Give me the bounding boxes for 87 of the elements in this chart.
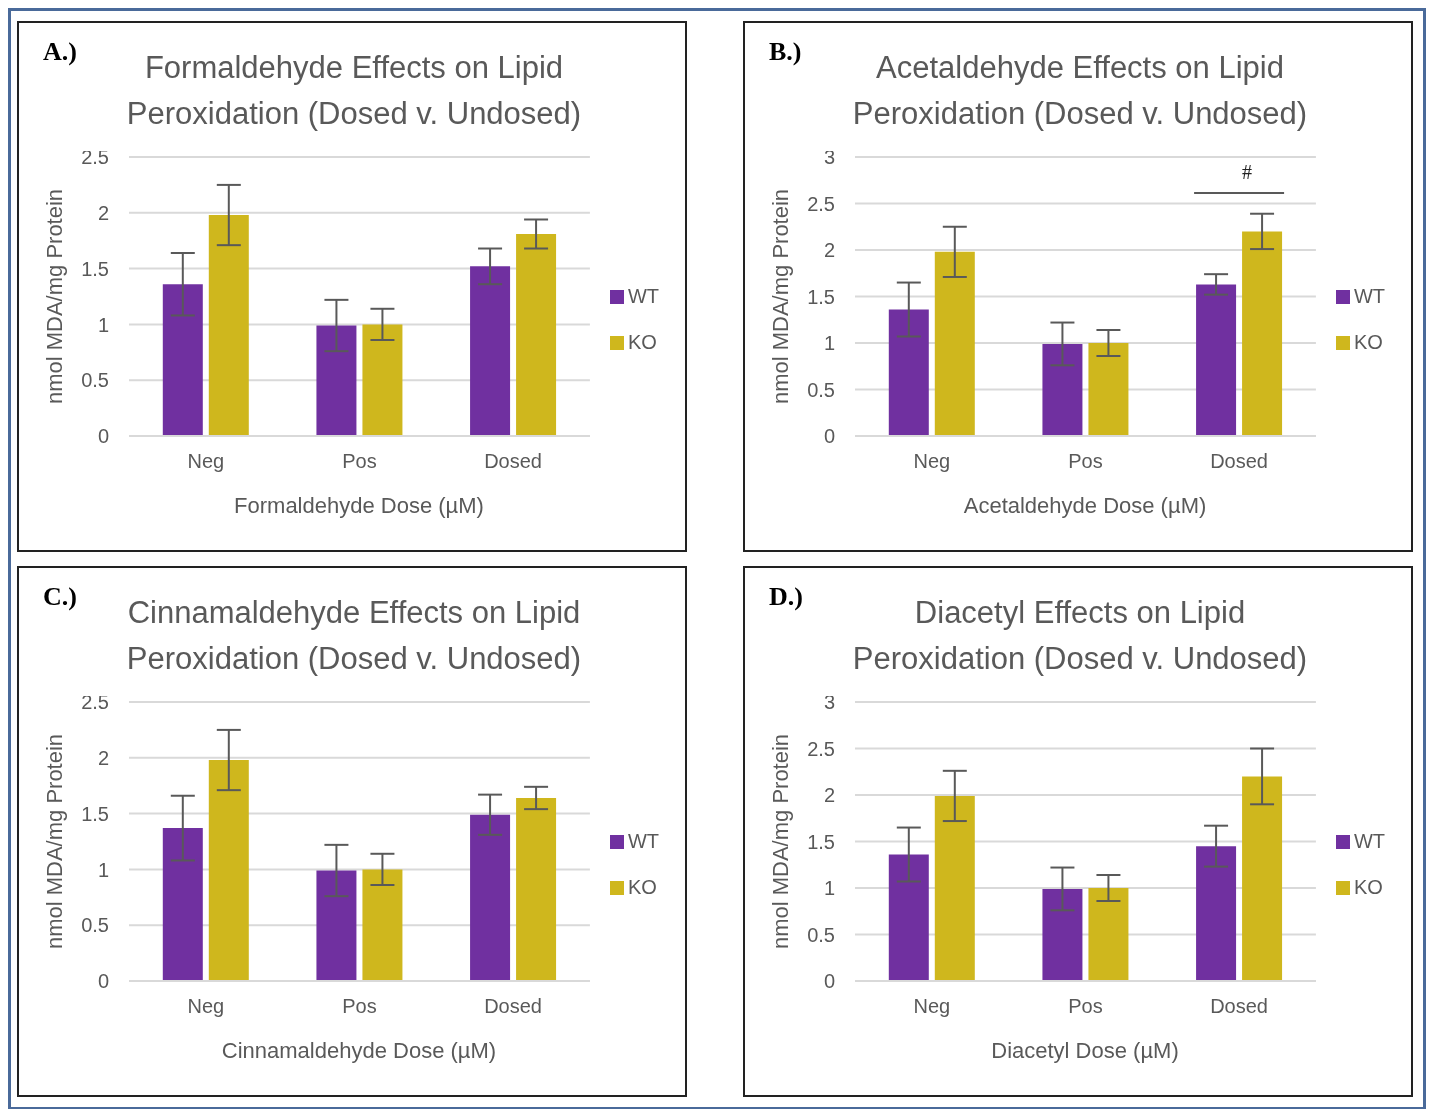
y-tick-label: 1 xyxy=(97,858,109,881)
y-tick-label: 0.5 xyxy=(807,923,835,946)
x-tick-label: Dosed xyxy=(1210,995,1268,1018)
bar xyxy=(934,795,975,981)
bar xyxy=(362,324,403,436)
x-tick-label: Neg xyxy=(187,995,225,1018)
x-axis-title: Acetaldehyde Dose (µM) xyxy=(962,493,1208,519)
x-axis-title: Diacetyl Dose (µM) xyxy=(990,1038,1180,1064)
y-axis-title: nmol MDA/mg Protein xyxy=(41,733,67,950)
y-tick-label: 2 xyxy=(97,746,109,769)
bar xyxy=(1196,284,1237,436)
y-tick-label: 2.5 xyxy=(81,146,109,169)
legend-label: KO xyxy=(1353,875,1383,898)
y-tick-label: 0 xyxy=(97,425,109,448)
x-axis-title: Formaldehyde Dose (µM) xyxy=(233,493,485,519)
bar xyxy=(470,266,511,436)
y-tick-label: 0 xyxy=(823,970,835,993)
bar xyxy=(316,870,357,981)
x-tick-label: Neg xyxy=(913,995,951,1018)
y-tick-label: 1 xyxy=(823,877,835,900)
text: C.) xyxy=(43,582,77,612)
chart-title: Diacetyl Effects on Lipid Peroxidation (Dosed v. Undosed) xyxy=(851,594,1309,678)
legend-label: KO xyxy=(1353,330,1383,353)
bar xyxy=(208,760,249,981)
x-axis-title: Cinnamaldehyde Dose (µM) xyxy=(220,1038,498,1064)
x-tick-label: Pos xyxy=(342,450,377,473)
bar xyxy=(1042,888,1083,981)
text: D.) xyxy=(769,582,803,612)
legend-label: KO xyxy=(627,330,657,353)
x-tick-label: Neg xyxy=(913,450,951,473)
y-tick-label: 2.5 xyxy=(81,691,109,714)
x-tick-label: Pos xyxy=(1068,450,1103,473)
text: A.) xyxy=(43,37,77,67)
legend-label: WT xyxy=(627,829,659,852)
bar xyxy=(934,251,975,436)
y-tick-label: 1.5 xyxy=(807,830,835,853)
x-tick-label: Dosed xyxy=(484,450,542,473)
legend-label: WT xyxy=(627,284,659,307)
y-tick-label: 0 xyxy=(823,425,835,448)
bar xyxy=(1042,343,1083,436)
y-axis-title: nmol MDA/mg Protein xyxy=(767,733,793,950)
legend-label: KO xyxy=(627,875,657,898)
y-tick-label: 1.5 xyxy=(81,257,109,280)
y-tick-label: 0.5 xyxy=(807,378,835,401)
annotation: # xyxy=(1242,161,1253,183)
y-tick-label: 2 xyxy=(97,201,109,224)
bar xyxy=(208,215,249,436)
bar xyxy=(1242,776,1283,981)
x-tick-label: Dosed xyxy=(1210,450,1268,473)
chart-title: Formaldehyde Effects on Lipid Peroxidation (Dosed v. Undosed) xyxy=(125,49,583,133)
legend-label: WT xyxy=(1353,829,1385,852)
bar xyxy=(162,284,203,436)
y-axis-title: nmol MDA/mg Protein xyxy=(767,188,793,405)
bar xyxy=(1088,343,1129,436)
y-tick-label: 1 xyxy=(823,332,835,355)
x-tick-label: Dosed xyxy=(484,995,542,1018)
y-tick-label: 3 xyxy=(823,146,835,169)
bar xyxy=(516,797,557,981)
y-tick-label: 2.5 xyxy=(807,192,835,215)
bar xyxy=(516,234,557,436)
y-tick-label: 2 xyxy=(823,239,835,262)
y-tick-label: 3 xyxy=(823,691,835,714)
y-tick-label: 1 xyxy=(97,313,109,336)
bar xyxy=(316,325,357,436)
y-tick-label: 2.5 xyxy=(807,737,835,760)
bar xyxy=(888,309,929,436)
x-tick-label: Pos xyxy=(342,995,377,1018)
bar xyxy=(470,814,511,981)
y-tick-label: 0.5 xyxy=(81,914,109,937)
chart-title: Cinnamaldehyde Effects on Lipid Peroxidation (Dosed v. Undosed) xyxy=(125,594,583,678)
bar xyxy=(1088,888,1129,981)
y-tick-label: 1.5 xyxy=(81,802,109,825)
text: B.) xyxy=(769,37,802,67)
legend-label: WT xyxy=(1353,284,1385,307)
y-tick-label: 2 xyxy=(823,784,835,807)
bar xyxy=(888,854,929,981)
y-tick-label: 1.5 xyxy=(807,285,835,308)
chart-title: Acetaldehyde Effects on Lipid Peroxidation (Dosed v. Undosed) xyxy=(851,49,1309,133)
bar xyxy=(162,828,203,981)
y-axis-title: nmol MDA/mg Protein xyxy=(41,188,67,405)
bar xyxy=(1242,231,1283,436)
x-tick-label: Neg xyxy=(187,450,225,473)
x-tick-label: Pos xyxy=(1068,995,1103,1018)
bar xyxy=(1196,846,1237,981)
y-tick-label: 0.5 xyxy=(81,369,109,392)
bar xyxy=(362,869,403,981)
y-tick-label: 0 xyxy=(97,970,109,993)
